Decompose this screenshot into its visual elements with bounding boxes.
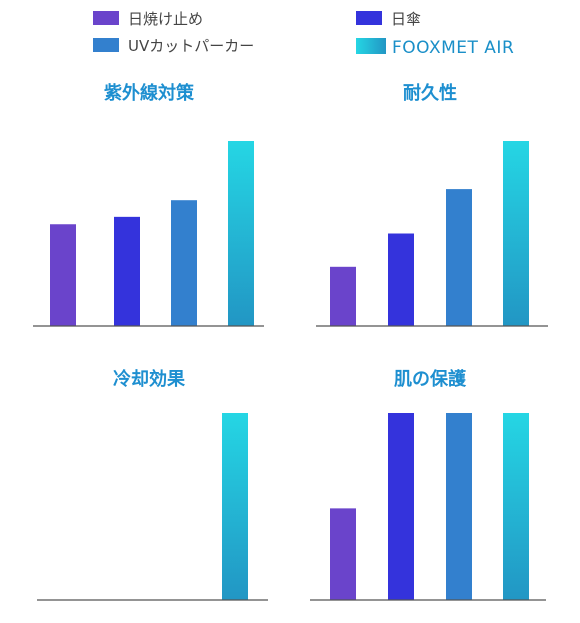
bar-skin-protection-fooxmet-air — [503, 413, 529, 600]
bars-cooling — [222, 413, 248, 600]
legend-swatch-sunscreen — [93, 11, 119, 25]
legend-label-fooxmet-air: FOOXMET AIR — [392, 38, 514, 58]
bars-skin-protection — [330, 413, 529, 600]
bar-skin-protection-uv-hoodie — [446, 413, 472, 600]
panel-title-uv-protection: 紫外線対策 — [104, 82, 195, 104]
bars-uv-protection — [50, 141, 254, 326]
legend-item-parasol: 日傘 — [356, 10, 421, 28]
panel-title-durability: 耐久性 — [403, 82, 457, 104]
bar-uv-protection-fooxmet-air — [228, 141, 254, 326]
chart-panel-skin-protection: 肌の保護 — [310, 368, 546, 601]
bar-uv-protection-sunscreen — [50, 224, 76, 326]
legend-swatch-parasol — [356, 11, 382, 25]
chart-panel-durability: 耐久性 — [316, 82, 548, 327]
legend-item-sunscreen: 日焼け止め — [93, 10, 203, 28]
legend-label-sunscreen: 日焼け止め — [128, 10, 203, 28]
bar-durability-uv-hoodie — [446, 189, 472, 326]
bar-skin-protection-parasol — [388, 413, 414, 600]
legend-item-uv-hoodie: UVカットパーカー — [93, 37, 254, 55]
chart-panel-uv-protection: 紫外線対策 — [33, 82, 264, 327]
legend-label-parasol: 日傘 — [391, 10, 421, 28]
legend-swatch-uv-hoodie — [93, 38, 119, 52]
bar-durability-parasol — [388, 233, 414, 326]
bar-uv-protection-parasol — [114, 216, 140, 326]
chart-panel-cooling: 冷却効果 — [37, 368, 268, 601]
bars-durability — [330, 141, 529, 326]
legend: 日焼け止め 日傘 UVカットパーカー FOOXMET AIR — [93, 10, 514, 58]
panel-title-cooling: 冷却効果 — [113, 368, 186, 390]
bar-skin-protection-sunscreen — [330, 508, 356, 600]
legend-item-fooxmet-air: FOOXMET AIR — [356, 38, 514, 58]
bar-uv-protection-uv-hoodie — [171, 200, 197, 326]
bar-cooling-fooxmet-air — [222, 413, 248, 600]
bar-durability-sunscreen — [330, 266, 356, 326]
legend-swatch-fooxmet-air — [356, 38, 386, 54]
panel-title-skin-protection: 肌の保護 — [394, 368, 467, 390]
legend-label-uv-hoodie: UVカットパーカー — [128, 37, 254, 55]
bar-durability-fooxmet-air — [503, 141, 529, 326]
